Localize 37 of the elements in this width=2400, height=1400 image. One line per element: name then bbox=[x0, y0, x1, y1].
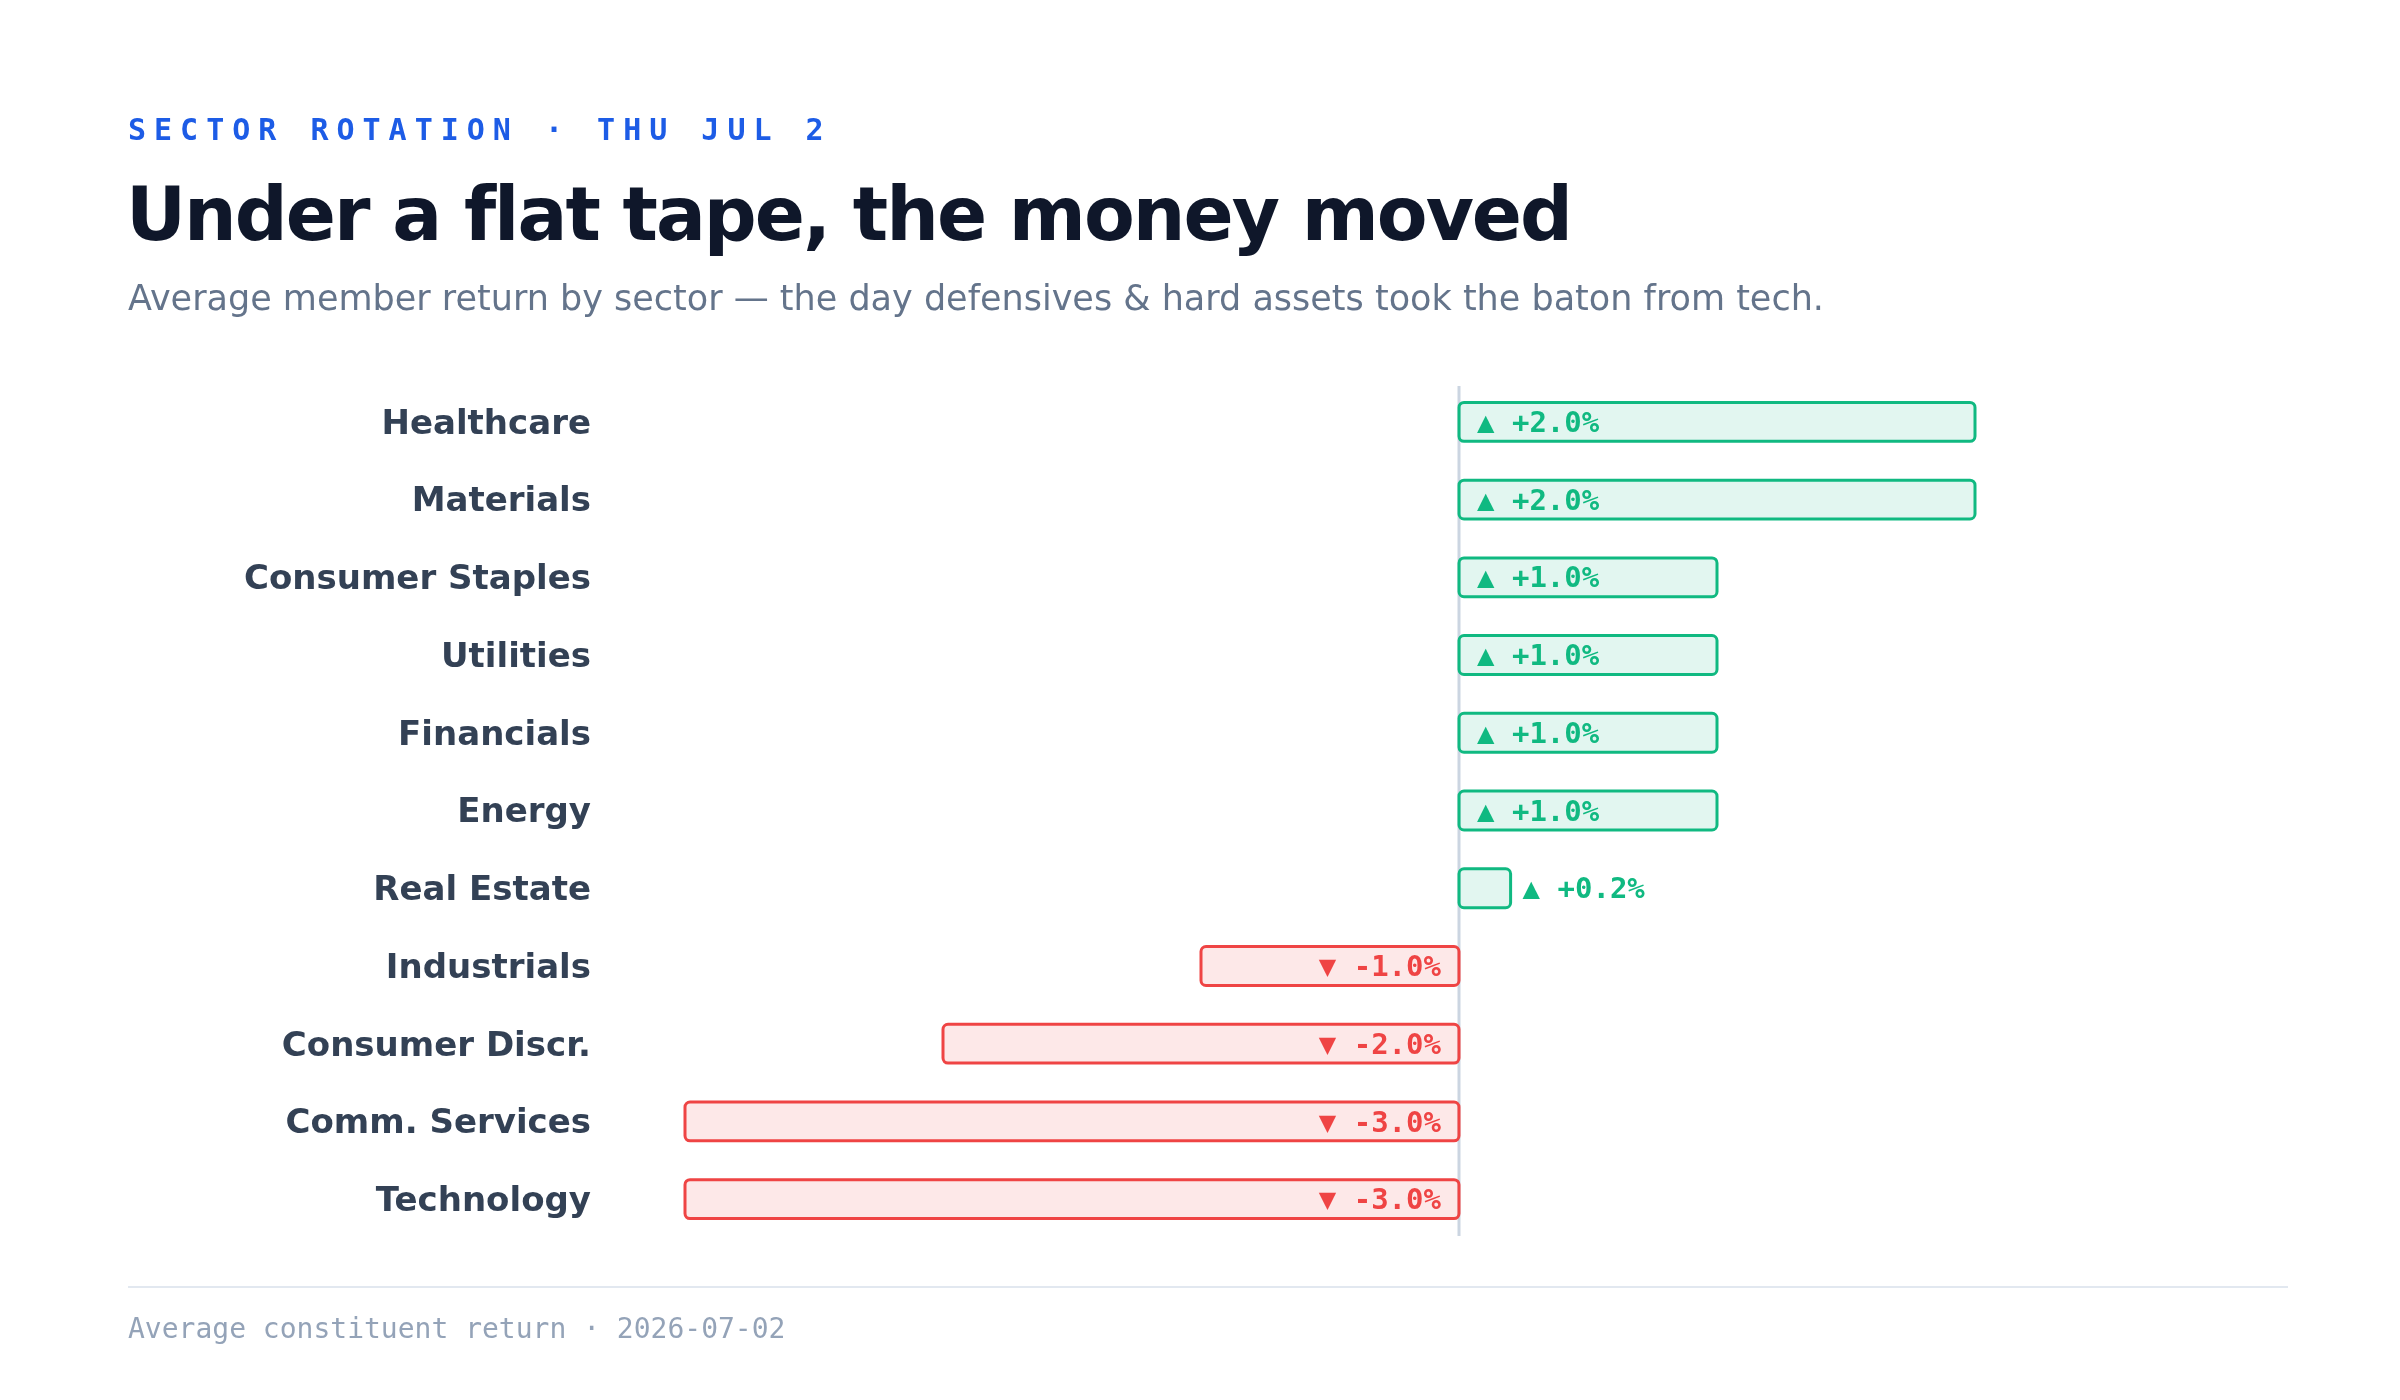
chart-subtitle: Average member return by sector — the day defensives & hard assets took the baton from tech. bbox=[128, 278, 1824, 318]
y-tick-label: Consumer Discr. bbox=[281, 1023, 591, 1064]
bar bbox=[1457, 634, 1719, 676]
data-label: ▲ +1.0% bbox=[1477, 560, 1600, 595]
y-tick-label: Real Estate bbox=[373, 868, 591, 909]
y-tick-label: Energy bbox=[457, 790, 591, 831]
data-label: ▲ +0.2% bbox=[1522, 871, 1646, 906]
y-tick-label: Industrials bbox=[385, 945, 591, 986]
data-label: ▲ +1.0% bbox=[1477, 715, 1600, 750]
bar bbox=[683, 1178, 1461, 1221]
y-tick-label: Financials bbox=[398, 712, 591, 753]
bar bbox=[1199, 945, 1461, 987]
bar bbox=[1457, 478, 1977, 521]
bar bbox=[1457, 400, 1977, 443]
bar bbox=[1457, 711, 1719, 754]
data-label: ▲ +2.0% bbox=[1477, 405, 1600, 440]
data-label: ▼ -2.0% bbox=[1318, 1026, 1442, 1061]
y-tick-label: Utilities bbox=[440, 634, 591, 675]
y-tick-label: Comm. Services bbox=[285, 1101, 591, 1142]
y-tick-label: Technology bbox=[375, 1179, 591, 1220]
bar bbox=[1457, 867, 1513, 910]
bar bbox=[941, 1022, 1461, 1065]
bar bbox=[1457, 789, 1719, 832]
y-tick-label: Materials bbox=[411, 479, 591, 520]
text: Average constituent return · 2026-07-02 bbox=[128, 1312, 786, 1345]
bar bbox=[683, 1100, 1461, 1143]
y-tick-label: Consumer Staples bbox=[243, 557, 591, 598]
data-label: ▲ +2.0% bbox=[1477, 482, 1600, 517]
data-label: ▼ -3.0% bbox=[1318, 1104, 1442, 1139]
bar bbox=[1457, 556, 1719, 599]
data-label: ▲ +1.0% bbox=[1477, 793, 1600, 828]
text: SECTOR ROTATION · THU JUL 2 bbox=[128, 112, 832, 147]
chart-title: Under a flat tape, the money moved bbox=[126, 171, 1572, 257]
data-label: ▼ -3.0% bbox=[1318, 1182, 1442, 1217]
data-label: ▲ +1.0% bbox=[1477, 638, 1600, 673]
y-tick-label: Healthcare bbox=[381, 401, 591, 442]
data-label: ▼ -1.0% bbox=[1318, 949, 1442, 984]
